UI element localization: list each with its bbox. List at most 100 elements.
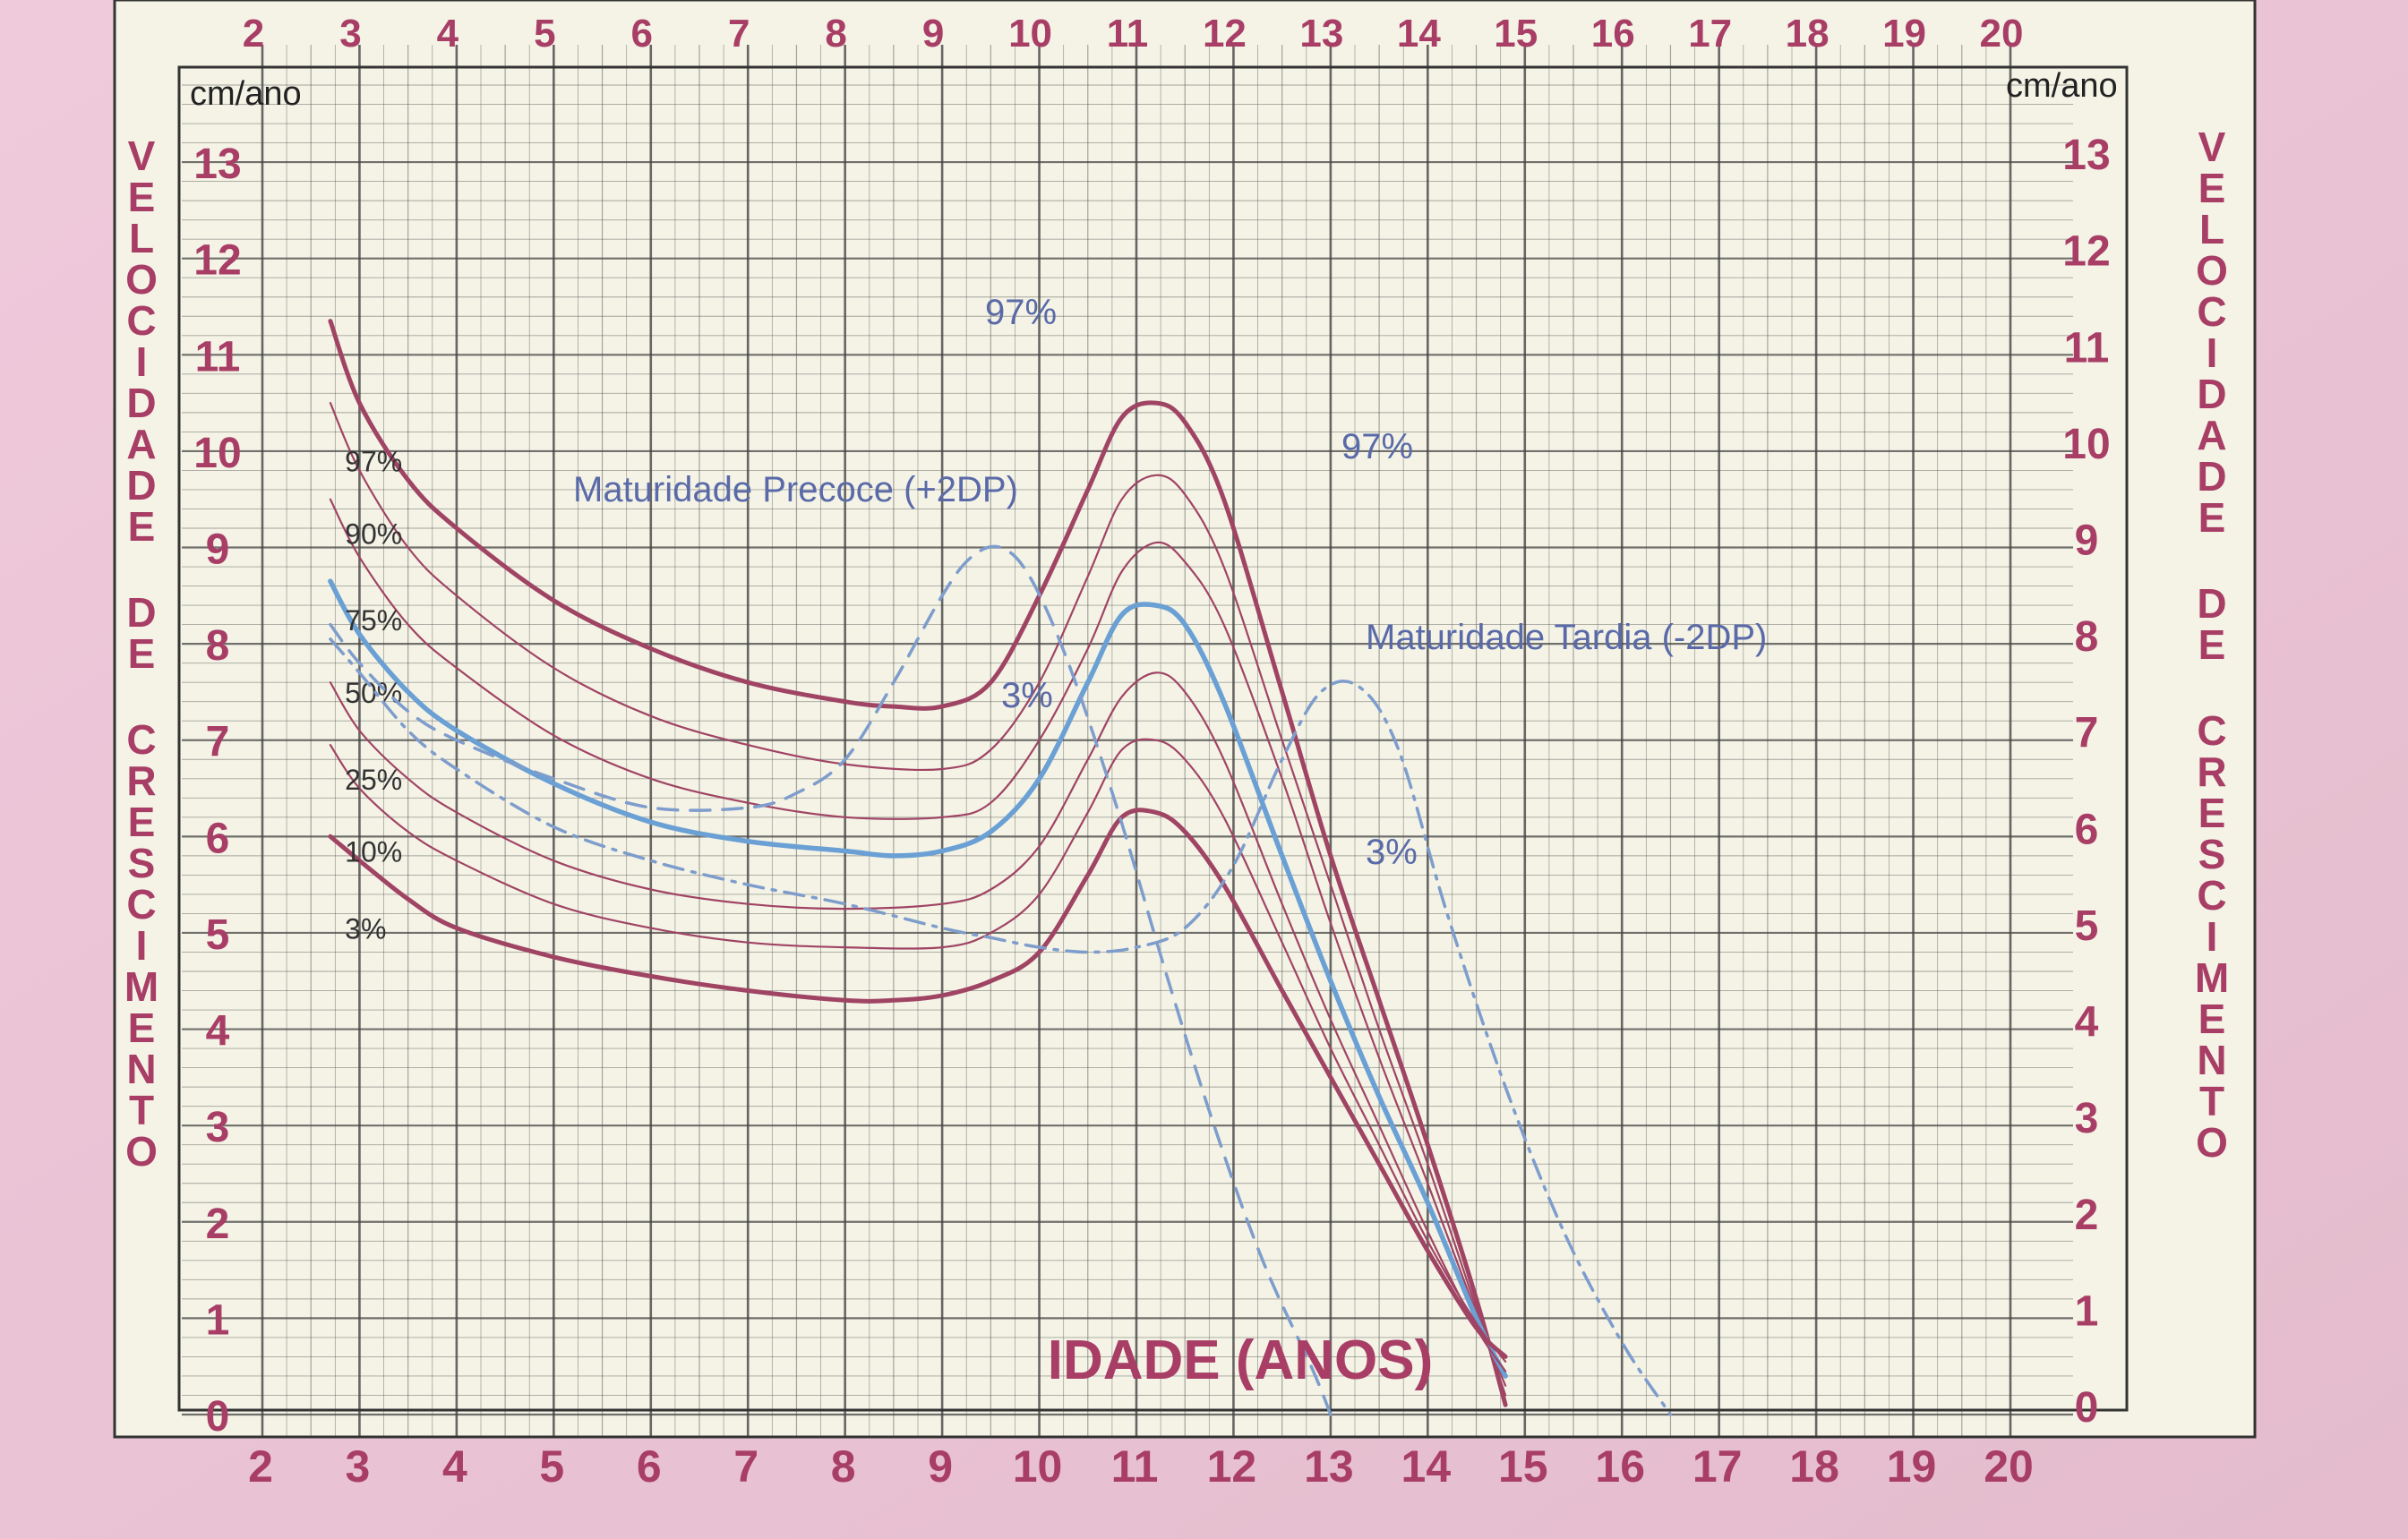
y-tick-right: 12	[2062, 228, 2110, 276]
y-axis-title-letter: A	[2197, 412, 2226, 458]
x-tick-top: 9	[922, 12, 944, 56]
x-axis-title: IDADE (ANOS)	[1048, 1330, 1434, 1391]
x-tick-top: 13	[1299, 12, 1343, 56]
y-tick-left: 10	[193, 430, 241, 477]
inner-frame	[177, 65, 2129, 1412]
percentile-label: 3%	[345, 913, 386, 945]
y-axis-title-letter: S	[2198, 831, 2226, 877]
y-axis-title-letter: R	[2197, 748, 2226, 795]
x-tick-bottom: 3	[346, 1441, 371, 1492]
annotation-early-3: 3%	[1001, 676, 1053, 715]
y-axis-title-letter: E	[128, 1005, 156, 1051]
y-axis-title-letter: V	[128, 133, 156, 179]
y-axis-title-letter: N	[2197, 1037, 2226, 1083]
series-line-p75	[329, 498, 1507, 1387]
y-axis-title-letter: I	[2207, 913, 2218, 960]
y-axis-title-letter: E	[2198, 996, 2226, 1042]
maturity-layer	[329, 0, 1673, 1416]
y-tick-right: 7	[2075, 710, 2099, 757]
x-tick-bottom: 7	[733, 1441, 758, 1492]
x-tick-bottom: 5	[539, 1441, 564, 1492]
x-tick-top: 18	[1786, 12, 1830, 56]
x-tick-bottom: 17	[1692, 1441, 1743, 1492]
y-tick-right: 0	[2075, 1384, 2099, 1432]
y-axis-title-letter: D	[126, 462, 156, 509]
annotation-late-97: 97%	[1341, 427, 1413, 466]
annotation-late-3: 3%	[1366, 833, 1418, 872]
y-axis-title-letter: D	[2197, 453, 2226, 500]
paper-sheet	[115, 0, 2255, 1437]
x-tick-bottom: 14	[1401, 1441, 1452, 1492]
x-tick-top: 20	[1980, 12, 2024, 56]
y-tick-left: 5	[206, 911, 230, 959]
y-tick-right: 13	[2062, 132, 2110, 179]
x-tick-bottom: 9	[928, 1441, 953, 1492]
y-tick-left: 0	[206, 1393, 230, 1441]
y-axis-title-letter: O	[2196, 247, 2228, 294]
y-axis-title-letter: E	[2198, 494, 2226, 541]
y-tick-left: 4	[206, 1008, 230, 1056]
x-tick-top: 14	[1397, 12, 1441, 56]
y-tick-left: 12	[193, 237, 241, 285]
y-axis-title-letter: E	[2198, 790, 2226, 836]
y-tick-right: 1	[2075, 1287, 2099, 1335]
series-line-p25	[329, 671, 1507, 1372]
annotation-early-97: 97%	[985, 293, 1057, 332]
x-tick-top: 5	[534, 12, 555, 56]
y-axis-title-letter: R	[126, 757, 156, 804]
plot-frame	[113, 0, 2257, 1439]
series-line-p50	[328, 578, 1508, 1379]
percentile-label: 90%	[345, 517, 402, 550]
series-line-p10	[329, 738, 1507, 1363]
x-tick-bottom: 13	[1304, 1441, 1354, 1492]
series-line-p97	[328, 319, 1508, 1407]
y-axis-title-letter: C	[2197, 288, 2226, 335]
y-axis-title-letter: E	[128, 630, 156, 677]
x-tick-top: 17	[1688, 12, 1732, 56]
y-tick-right: 8	[2075, 613, 2099, 661]
y-axis-title-letter: C	[126, 716, 156, 763]
x-tick-bottom: 11	[1111, 1441, 1159, 1492]
x-tick-bottom: 18	[1789, 1441, 1839, 1492]
y-axis-title-letter: L	[2199, 206, 2224, 252]
y-tick-right: 4	[2075, 999, 2099, 1047]
y-axis-title-letter: L	[129, 215, 154, 261]
unit-label-left: cm/ano	[190, 75, 302, 113]
y-axis-title-letter: C	[2197, 872, 2226, 919]
y-tick-right: 5	[2075, 902, 2099, 950]
y-tick-left: 9	[206, 526, 230, 574]
y-axis-title-letter: I	[136, 338, 148, 385]
early-maturity-curve	[329, 544, 1333, 1416]
percentile-label: 50%	[345, 677, 402, 709]
x-tick-top: 4	[437, 12, 459, 56]
labels: cm/ano cm/ano IDADE (ANOS) Maturidade Pr…	[190, 67, 2118, 1391]
y-tick-left: 7	[206, 719, 230, 766]
percentile-label: 97%	[345, 446, 402, 478]
y-axis-title-letter: M	[124, 963, 159, 1010]
y-axis-title-letter: E	[128, 799, 156, 845]
x-tick-top: 15	[1494, 12, 1538, 56]
x-tick-top: 11	[1107, 12, 1149, 56]
annotation-early-maturity: Maturidade Precoce (+2DP)	[573, 470, 1018, 509]
y-axis-title-letter: E	[2198, 621, 2226, 668]
x-tick-top: 3	[339, 12, 361, 56]
y-tick-left: 1	[206, 1296, 230, 1344]
y-axis-title-letter: A	[126, 421, 156, 467]
unit-label-right: cm/ano	[2006, 67, 2118, 105]
y-axis-title-letter: N	[126, 1046, 156, 1092]
y-axis-title-letter: M	[2195, 954, 2229, 1001]
y-tick-left: 8	[206, 622, 230, 670]
x-tick-bottom: 10	[1013, 1441, 1063, 1492]
percentile-label: 75%	[345, 604, 402, 637]
x-tick-bottom: 2	[248, 1441, 273, 1492]
series-layer: 97% 90% 75% 50% 25% 10% 3%	[328, 319, 1508, 1407]
y-axis-title-letter: S	[128, 840, 156, 886]
x-tick-top: 19	[1882, 12, 1926, 56]
y-tick-right: 3	[2075, 1095, 2099, 1142]
y-tick-right: 9	[2075, 517, 2099, 565]
y-tick-left: 6	[206, 815, 230, 862]
series-line-p90	[329, 402, 1507, 1397]
x-tick-bottom: 8	[831, 1441, 856, 1492]
y-axis-title-letter: E	[2198, 165, 2226, 211]
